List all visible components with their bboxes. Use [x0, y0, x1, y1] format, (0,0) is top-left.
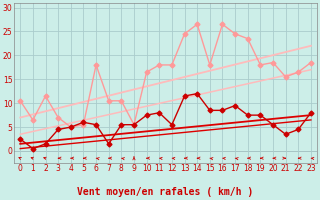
X-axis label: Vent moyen/en rafales ( km/h ): Vent moyen/en rafales ( km/h )	[77, 187, 254, 197]
